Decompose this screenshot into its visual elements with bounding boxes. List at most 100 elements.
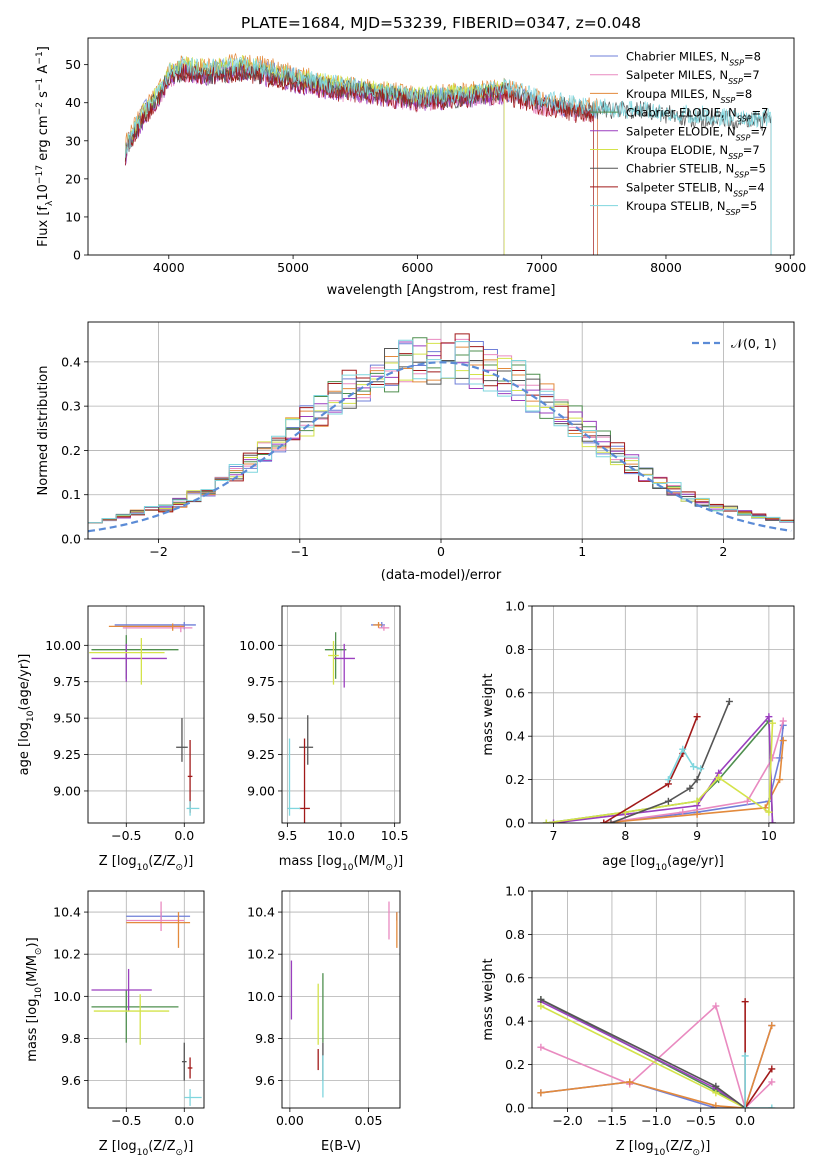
y-tick-label: 9.50 bbox=[53, 711, 81, 726]
x-tick-label: −1.0 bbox=[641, 1113, 671, 1128]
series-line bbox=[546, 723, 774, 823]
x-axis-label: Z [log10(Z/Z⊙)] bbox=[99, 854, 194, 873]
axes-massweight_vs_Z: −2.0 −1.5 −1.0 −0.5 0.0 0.0 0.2 0.4 0.6 0.8 1.0 bbox=[505, 884, 795, 1128]
y-tick-label: 30 bbox=[65, 133, 81, 148]
histogram-step bbox=[88, 338, 794, 524]
y-tick-label: 9.75 bbox=[53, 674, 81, 689]
y-tick-label: 9.8 bbox=[61, 1031, 81, 1046]
y-tick-label: 0.1 bbox=[61, 487, 81, 502]
plot-area-massweight_vs_age bbox=[542, 697, 787, 823]
legend-entry: Salpeter MILES, NSSP=7 bbox=[626, 68, 760, 86]
x-tick-label: 9.5 bbox=[277, 828, 297, 843]
y-tick-label: 10.00 bbox=[45, 638, 81, 653]
x-tick-label: 0.00 bbox=[276, 1113, 304, 1128]
plot-area-massweight_vs_Z bbox=[537, 996, 776, 1108]
y-tick-label: 40 bbox=[65, 95, 81, 110]
y-tick-label: 0.6 bbox=[505, 970, 525, 985]
y-tick-label: 0.2 bbox=[505, 1057, 525, 1072]
x-tick-label: 0.0 bbox=[174, 828, 194, 843]
y-tick-label: 0.2 bbox=[505, 772, 525, 787]
x-tick-label: −2.0 bbox=[552, 1113, 582, 1128]
x-axis-label: wavelength [Angstrom, rest frame] bbox=[327, 283, 556, 298]
y-tick-label: 0.4 bbox=[61, 354, 81, 369]
legend-entry: Kroupa STELIB, NSSP=5 bbox=[626, 199, 757, 217]
x-axis-label: E(B-V) bbox=[321, 1139, 361, 1154]
x-tick-label: 10.5 bbox=[381, 828, 409, 843]
axes-frame bbox=[281, 890, 401, 1109]
x-tick-label: 9000 bbox=[774, 260, 806, 275]
y-tick-label: 10.2 bbox=[247, 947, 275, 962]
y-tick-label: 0.0 bbox=[505, 816, 525, 831]
y-axis-label: Normed distribution bbox=[36, 366, 51, 496]
x-axis-label: (data-model)/error bbox=[381, 568, 502, 583]
spectrum-line bbox=[124, 56, 772, 255]
y-tick-label: 9.6 bbox=[61, 1073, 81, 1088]
plot-area-spectrum bbox=[124, 52, 772, 255]
y-tick-label: 0.8 bbox=[505, 927, 525, 942]
axes-residuals: −2 −1 0 1 2 0.0 0.1 0.2 0.3 0.4 bbox=[61, 321, 795, 559]
y-tick-label: 10.4 bbox=[247, 905, 275, 920]
y-tick-label: 0.6 bbox=[505, 685, 525, 700]
x-tick-label: −0.5 bbox=[111, 1113, 141, 1128]
y-axis-label: mass [log10(M/M⊙)] bbox=[25, 937, 44, 1061]
axes-frame bbox=[531, 890, 795, 1109]
x-tick-label: 1 bbox=[578, 544, 586, 559]
x-tick-label: 0 bbox=[437, 544, 445, 559]
y-tick-label: 10 bbox=[65, 209, 81, 224]
x-axis-label: Z [log10(Z/Z⊙)] bbox=[99, 1139, 194, 1158]
axes-frame bbox=[87, 605, 205, 824]
x-tick-label: 10 bbox=[761, 828, 777, 843]
plot-area-age_vs_Z bbox=[89, 622, 200, 816]
y-tick-label: 9.25 bbox=[247, 747, 275, 762]
plot-area-mass_vs_EBV bbox=[290, 901, 398, 1098]
y-tick-label: 1.0 bbox=[505, 884, 525, 899]
y-tick-label: 0.8 bbox=[505, 642, 525, 657]
x-tick-label: −0.5 bbox=[111, 828, 141, 843]
y-tick-label: 9.00 bbox=[247, 783, 275, 798]
x-tick-label: 7 bbox=[550, 828, 558, 843]
legend-entry: Kroupa MILES, NSSP=8 bbox=[626, 87, 752, 105]
axes-mass_vs_Z: −0.5 0.0 9.6 9.8 10.0 10.2 10.4 bbox=[53, 890, 205, 1128]
gaussian-curve bbox=[88, 361, 792, 533]
y-tick-label: 10.00 bbox=[239, 638, 275, 653]
x-axis-label: age [log10(age/yr)] bbox=[602, 854, 724, 873]
y-axis-label: Flux [fλ10−17 erg cm−2 s−1 A−1] bbox=[35, 46, 55, 247]
y-tick-label: 9.6 bbox=[255, 1073, 275, 1088]
y-tick-label: 10.0 bbox=[53, 989, 81, 1004]
y-tick-label: 9.50 bbox=[247, 711, 275, 726]
y-tick-label: 9.8 bbox=[255, 1031, 275, 1046]
legend-entry: Kroupa ELODIE, NSSP=7 bbox=[626, 143, 760, 161]
legend-entry: Chabrier STELIB, NSSP=5 bbox=[626, 162, 766, 180]
series-line bbox=[603, 716, 698, 823]
axes-frame bbox=[87, 890, 205, 1109]
y-tick-label: 9.75 bbox=[247, 674, 275, 689]
y-tick-label: 0.4 bbox=[505, 729, 525, 744]
y-tick-label: 0.4 bbox=[505, 1014, 525, 1029]
y-tick-label: 1.0 bbox=[505, 599, 525, 614]
x-tick-label: 8000 bbox=[650, 260, 682, 275]
y-axis-label: mass weight bbox=[481, 673, 496, 755]
x-tick-label: 6000 bbox=[401, 260, 433, 275]
spectrum-line bbox=[124, 54, 505, 255]
legend-entry: 𝒩(0, 1) bbox=[731, 336, 777, 351]
x-tick-label: 0.05 bbox=[355, 1113, 383, 1128]
axes-massweight_vs_age: 7 8 9 10 0.0 0.2 0.4 0.6 0.8 1.0 bbox=[505, 599, 795, 843]
plot-area-residuals bbox=[88, 333, 794, 533]
x-tick-label: 9 bbox=[693, 828, 701, 843]
axes-frame bbox=[531, 605, 795, 824]
axes-spectrum: 4000 5000 6000 7000 8000 9000 0 10 20 30 40 50 bbox=[65, 37, 806, 275]
y-tick-label: 0.0 bbox=[61, 532, 81, 547]
axes-frame bbox=[87, 37, 795, 256]
y-tick-label: 10.4 bbox=[53, 905, 81, 920]
legend-entry: Salpeter STELIB, NSSP=4 bbox=[626, 180, 765, 198]
y-tick-label: 10.0 bbox=[247, 989, 275, 1004]
x-axis-label: mass [log10(M/M⊙)] bbox=[279, 854, 403, 873]
axes-age_vs_Z: −0.5 0.0 9.00 9.25 9.50 9.75 10.00 bbox=[45, 605, 205, 843]
legend-entry: Salpeter ELODIE, NSSP=7 bbox=[626, 124, 767, 142]
x-tick-label: −1.5 bbox=[597, 1113, 627, 1128]
series-line bbox=[744, 1055, 772, 1108]
x-tick-label: 8 bbox=[621, 828, 629, 843]
y-axis-label: mass weight bbox=[481, 958, 496, 1040]
y-tick-label: 0.0 bbox=[505, 1101, 525, 1116]
